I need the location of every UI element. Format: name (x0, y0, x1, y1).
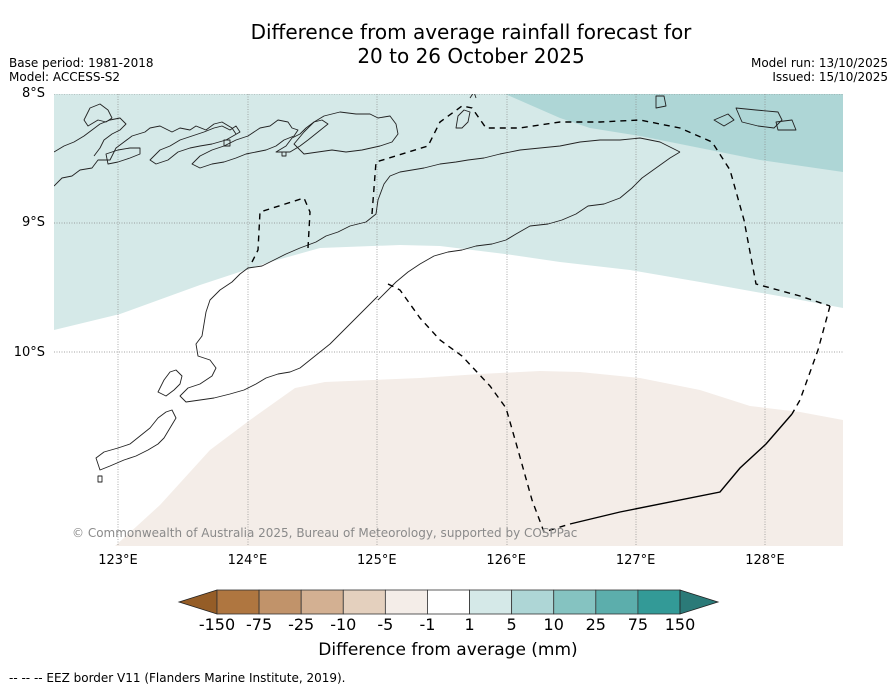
model-name: Model: ACCESS-S2 (9, 70, 121, 84)
colorbar-tick-label: -75 (246, 615, 273, 634)
coastline-timor-south (377, 151, 681, 301)
coastlines (54, 94, 797, 483)
colorbar-tick-label: -10 (330, 615, 357, 634)
colorbar-tick-label: -25 (288, 615, 315, 634)
colorbar-tick-label: -5 (377, 615, 394, 634)
colorbar-tick-label: -150 (198, 615, 236, 634)
region-wet-5-to-10 (505, 94, 843, 172)
coastline-flores (54, 121, 237, 187)
copyright-notice: © Commonwealth of Australia 2025, Bureau… (72, 526, 578, 540)
base-period: Base period: 1981-2018 (9, 56, 154, 70)
gridlines (54, 94, 843, 546)
lon-label-126e: 126°E (486, 553, 526, 568)
lon-label-127e: 127°E (615, 553, 656, 568)
model-run-date: Model run: 13/10/2025 (750, 56, 888, 70)
colorbar-title: Difference from average (mm) (318, 640, 578, 660)
colorbar-tick-label: -1 (419, 615, 436, 634)
island-rote (95, 409, 177, 471)
island-wetar (455, 109, 471, 129)
island-small-1 (223, 139, 231, 147)
lat-label-8s: 8°S (21, 86, 45, 101)
metadata-right: Model run: 13/10/2025 Issued: 15/10/2025 (751, 56, 888, 84)
eez-border-solid-section (569, 413, 793, 525)
coastline-flores-north (54, 117, 127, 157)
island-solor (105, 147, 141, 165)
coastline-timor-north (375, 137, 681, 215)
lon-label-125e: 125°E (357, 553, 397, 568)
eez-footnote: -- -- -- EEZ border V11 (Flanders Marine… (9, 671, 346, 685)
lat-label-10s: 10°S (13, 344, 45, 360)
lon-label-128e: 128°E (745, 553, 785, 568)
island-alor (293, 111, 399, 155)
eez-border-west-box (251, 197, 311, 263)
eez-border-timor-north (371, 105, 831, 307)
island-semau (157, 369, 183, 397)
colorbar-tick-label: 1 (464, 615, 475, 634)
eez-border-south (791, 305, 831, 415)
island-atauro-tip (469, 94, 477, 99)
island-babar-1 (655, 95, 667, 109)
lon-label-124e: 124°E (227, 553, 268, 568)
island-babar-3 (735, 107, 783, 129)
coastline-timor-southwest (179, 213, 379, 403)
colorbar-tick-label: 25 (585, 615, 606, 634)
title-line-2: 20 to 26 October 2025 (357, 44, 585, 68)
colorbar-tick-label: 10 (543, 615, 564, 634)
colorbar-tick-label: 150 (664, 615, 696, 634)
chart-title: Difference from average rainfall forecas… (0, 20, 896, 68)
metadata-left: Base period: 1981-2018 Model: ACCESS-S2 (9, 56, 154, 84)
eez-border (251, 105, 831, 533)
eez-border-timor-sea (387, 283, 571, 533)
lat-label-9s: 9°S (21, 215, 45, 231)
region-dry-minus5-to-minus1 (115, 371, 843, 546)
island-pantar (275, 119, 329, 153)
island-north-1 (83, 103, 113, 127)
colorbar-tick-label: 5 (506, 615, 517, 634)
issued-date: Issued: 15/10/2025 (772, 70, 888, 84)
island-small-2 (281, 151, 287, 157)
island-adonara (149, 125, 241, 165)
lon-label-123e: 123°E (98, 553, 138, 568)
colorbar-tick-label: 75 (627, 615, 649, 634)
island-babar-4 (775, 119, 797, 131)
island-ndao (97, 475, 103, 483)
island-lembata (191, 119, 299, 169)
title-line-1: Difference from average rainfall forecas… (250, 20, 692, 44)
island-babar-2 (713, 113, 735, 127)
